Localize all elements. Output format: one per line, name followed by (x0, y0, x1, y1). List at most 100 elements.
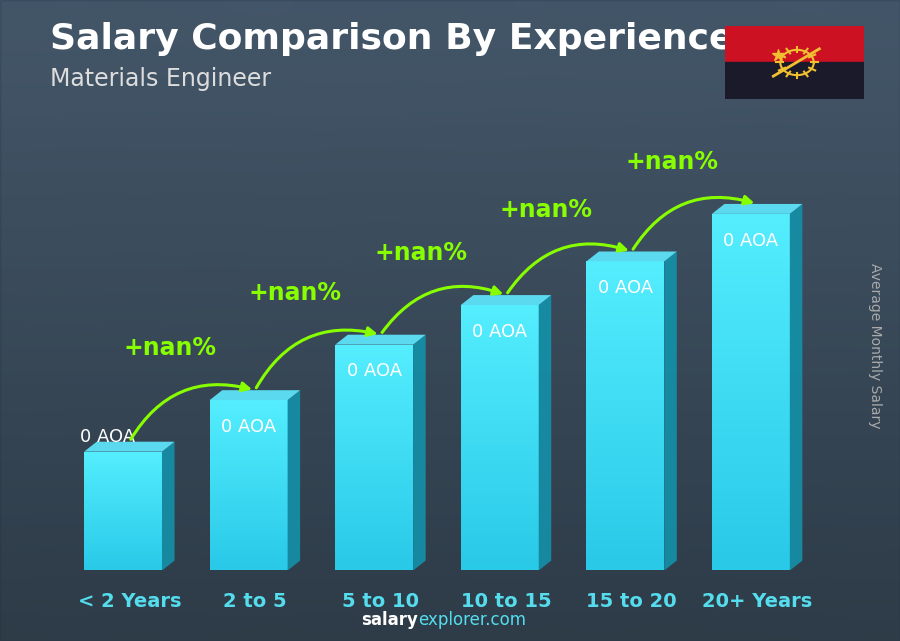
Polygon shape (587, 292, 664, 300)
FancyArrowPatch shape (633, 196, 752, 249)
Polygon shape (712, 365, 790, 374)
Polygon shape (336, 424, 413, 429)
Polygon shape (84, 535, 162, 538)
Polygon shape (210, 481, 288, 485)
Text: Average Monthly Salary: Average Monthly Salary (868, 263, 882, 429)
Polygon shape (461, 378, 539, 385)
Polygon shape (210, 464, 288, 469)
Polygon shape (712, 383, 790, 392)
Polygon shape (587, 338, 664, 346)
Text: explorer.com: explorer.com (418, 612, 526, 629)
Polygon shape (84, 472, 162, 476)
Polygon shape (712, 401, 790, 410)
Polygon shape (336, 356, 413, 362)
Polygon shape (84, 523, 162, 526)
Polygon shape (210, 426, 288, 430)
Polygon shape (461, 497, 539, 504)
Polygon shape (712, 356, 790, 365)
Polygon shape (461, 544, 539, 551)
Polygon shape (84, 508, 162, 511)
Polygon shape (210, 451, 288, 456)
Polygon shape (84, 476, 162, 478)
Polygon shape (336, 435, 413, 440)
Polygon shape (587, 563, 664, 570)
Polygon shape (587, 485, 664, 493)
Polygon shape (336, 480, 413, 486)
Polygon shape (84, 567, 162, 570)
Polygon shape (336, 548, 413, 554)
Polygon shape (461, 411, 539, 418)
Polygon shape (210, 494, 288, 498)
Polygon shape (712, 214, 790, 223)
Polygon shape (84, 544, 162, 547)
Polygon shape (336, 390, 413, 395)
Polygon shape (336, 508, 413, 514)
Polygon shape (587, 393, 664, 401)
Polygon shape (336, 474, 413, 480)
FancyArrowPatch shape (382, 287, 500, 333)
Polygon shape (84, 493, 162, 496)
FancyArrowPatch shape (508, 244, 626, 293)
Polygon shape (84, 511, 162, 514)
Text: 15 to 20: 15 to 20 (586, 592, 677, 612)
Polygon shape (461, 444, 539, 451)
Polygon shape (210, 447, 288, 451)
Polygon shape (712, 419, 790, 428)
Text: 0 AOA: 0 AOA (80, 428, 136, 445)
Polygon shape (712, 231, 790, 240)
Polygon shape (210, 498, 288, 503)
Polygon shape (210, 528, 288, 532)
FancyArrowPatch shape (256, 328, 374, 388)
Polygon shape (210, 537, 288, 540)
Polygon shape (84, 547, 162, 550)
Polygon shape (461, 345, 539, 351)
Polygon shape (461, 338, 539, 345)
Polygon shape (587, 385, 664, 393)
Polygon shape (712, 303, 790, 312)
Polygon shape (587, 501, 664, 509)
Polygon shape (336, 345, 413, 350)
Polygon shape (210, 545, 288, 549)
Polygon shape (587, 331, 664, 338)
Polygon shape (712, 481, 790, 490)
Polygon shape (664, 251, 677, 570)
Polygon shape (461, 325, 539, 331)
Polygon shape (587, 532, 664, 540)
Polygon shape (336, 531, 413, 537)
Text: 0 AOA: 0 AOA (472, 323, 527, 341)
Text: +nan%: +nan% (123, 337, 216, 360)
Polygon shape (210, 558, 288, 562)
Polygon shape (336, 497, 413, 503)
Polygon shape (587, 251, 677, 262)
Polygon shape (461, 431, 539, 438)
Polygon shape (712, 223, 790, 231)
Polygon shape (461, 305, 539, 312)
Polygon shape (84, 458, 162, 460)
Polygon shape (461, 517, 539, 524)
Text: < 2 Years: < 2 Years (77, 592, 181, 612)
Polygon shape (210, 472, 288, 477)
Polygon shape (210, 524, 288, 528)
Polygon shape (461, 484, 539, 491)
Polygon shape (84, 463, 162, 467)
Polygon shape (162, 442, 175, 570)
Polygon shape (84, 550, 162, 553)
Polygon shape (587, 285, 664, 292)
Polygon shape (712, 499, 790, 508)
Polygon shape (712, 258, 790, 267)
Polygon shape (712, 517, 790, 526)
Polygon shape (587, 493, 664, 501)
Polygon shape (461, 451, 539, 458)
Polygon shape (336, 463, 413, 469)
Polygon shape (84, 541, 162, 544)
Text: 0 AOA: 0 AOA (598, 279, 652, 297)
Polygon shape (461, 471, 539, 478)
Polygon shape (210, 511, 288, 515)
Polygon shape (587, 346, 664, 354)
Text: 20+ Years: 20+ Years (702, 592, 813, 612)
Polygon shape (461, 564, 539, 570)
Polygon shape (587, 269, 664, 277)
Polygon shape (336, 440, 413, 446)
Polygon shape (461, 438, 539, 444)
Polygon shape (712, 249, 790, 258)
